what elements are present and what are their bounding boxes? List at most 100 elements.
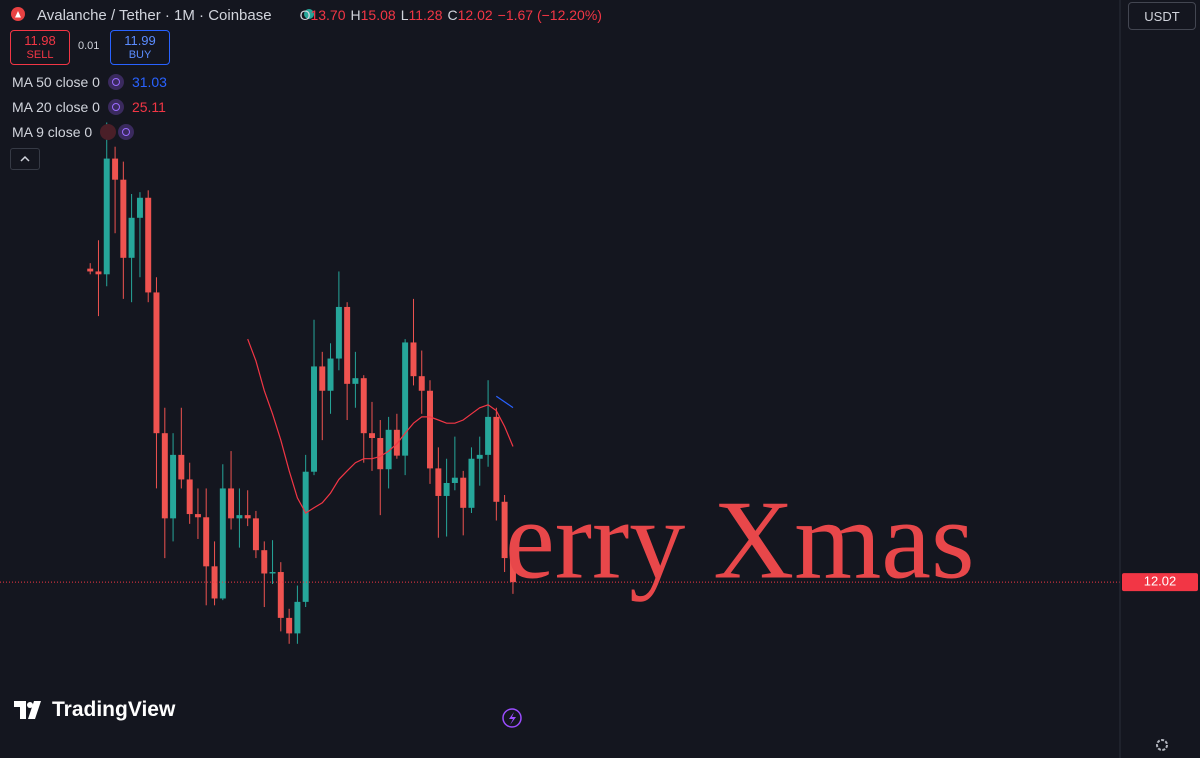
candle-body bbox=[87, 268, 94, 272]
buy-label: BUY bbox=[128, 48, 152, 61]
symbol: Avalanche / Tether · 1M · Coinbase bbox=[37, 6, 272, 24]
candle-body bbox=[418, 376, 425, 391]
candle-body bbox=[476, 454, 483, 459]
candle-body bbox=[468, 458, 475, 508]
candle-body bbox=[244, 515, 251, 519]
candle-body bbox=[145, 197, 152, 293]
event-icon-bolt bbox=[509, 712, 516, 725]
candle-body bbox=[269, 572, 276, 574]
candle-body bbox=[228, 488, 235, 519]
chevron bbox=[20, 155, 30, 162]
sell-button[interactable]: 11.98 SELL bbox=[10, 30, 70, 65]
legend-ma9[interactable]: MA 9 close 0 bbox=[12, 122, 135, 142]
candle-body bbox=[302, 471, 309, 602]
spread: 0.01 bbox=[78, 40, 100, 52]
candle-body bbox=[112, 158, 119, 180]
candle-body bbox=[294, 601, 301, 634]
candle-body bbox=[286, 617, 293, 634]
ma-line bbox=[495, 395, 514, 409]
candle-body bbox=[377, 438, 384, 470]
candle-body bbox=[319, 366, 326, 391]
candle-body bbox=[236, 515, 243, 519]
candle-body bbox=[327, 358, 334, 391]
candle-body bbox=[219, 488, 226, 599]
candle-body bbox=[410, 342, 417, 377]
settings-icon[interactable] bbox=[1156, 739, 1168, 751]
candle-body bbox=[509, 558, 516, 583]
legend-ma50[interactable]: MA 50 close 0 31.03 bbox=[12, 72, 167, 92]
currency: USDT bbox=[1144, 8, 1180, 24]
error-icon bbox=[100, 124, 117, 140]
candle-body bbox=[460, 477, 467, 508]
buy-price: 11.99 bbox=[124, 32, 156, 48]
collapse-icon bbox=[20, 155, 30, 162]
legend-ma20[interactable]: MA 20 close 0 25.11 bbox=[12, 97, 166, 117]
candle-body bbox=[451, 477, 458, 483]
candle-body bbox=[427, 390, 433, 469]
candle-body bbox=[501, 501, 508, 559]
c-label: C bbox=[447, 7, 458, 23]
candle-body bbox=[311, 366, 318, 472]
price-tag-label: 12.02 bbox=[1144, 574, 1177, 589]
candle-body bbox=[252, 518, 259, 551]
plot-area bbox=[0, 122, 1120, 644]
price-scale-panel bbox=[1120, 0, 1200, 758]
low-value: 11.28 bbox=[408, 7, 443, 23]
candle-body bbox=[344, 306, 351, 384]
o-label: O bbox=[299, 7, 311, 23]
candle-body bbox=[170, 454, 177, 519]
candle-body bbox=[402, 342, 409, 456]
candle-body bbox=[153, 292, 160, 434]
collapse-button[interactable] bbox=[10, 148, 40, 170]
sell-label: SELL bbox=[26, 48, 54, 61]
legend-value: 31.03 bbox=[131, 74, 167, 90]
candle-body bbox=[203, 517, 210, 567]
candle-body bbox=[261, 550, 268, 574]
open-value: 13.70 bbox=[310, 7, 346, 23]
candle-body bbox=[443, 482, 450, 496]
symbol-icon-glyph bbox=[15, 11, 21, 18]
loading-icon bbox=[107, 74, 124, 90]
loading-icon bbox=[118, 124, 135, 140]
loading-icon bbox=[107, 99, 124, 115]
high-value: 15.08 bbox=[360, 7, 396, 23]
legend-label: MA 20 close 0 bbox=[12, 99, 100, 115]
candle-body bbox=[120, 179, 127, 258]
price-tag: 12.02 bbox=[1122, 573, 1198, 592]
price-tag-box bbox=[1122, 573, 1198, 592]
ma-line bbox=[247, 338, 514, 514]
candle-body bbox=[194, 514, 201, 518]
event-icon[interactable] bbox=[502, 708, 522, 728]
candle-body bbox=[352, 378, 359, 384]
currency-button[interactable]: USDT bbox=[1128, 2, 1196, 30]
annotation: erry Xmas bbox=[505, 479, 975, 603]
candle-body bbox=[95, 271, 102, 275]
l-label: L bbox=[400, 7, 409, 23]
candle-body bbox=[136, 197, 143, 218]
h-label: H bbox=[350, 7, 361, 23]
logo-mark bbox=[14, 701, 41, 719]
buy-button[interactable]: 11.99 BUY bbox=[110, 30, 170, 65]
candle-body bbox=[385, 429, 392, 470]
candle-body bbox=[186, 479, 193, 515]
candle-body bbox=[493, 416, 500, 502]
legend-label: MA 50 close 0 bbox=[12, 74, 100, 90]
candle-body bbox=[435, 468, 442, 496]
logo: TradingView bbox=[14, 697, 175, 723]
legend-value: 25.11 bbox=[131, 99, 166, 115]
logo-dot bbox=[27, 702, 33, 708]
change: −1.67 (−12.20%) bbox=[497, 7, 602, 23]
candle-body bbox=[178, 454, 185, 480]
close-value: 12.02 bbox=[457, 7, 493, 23]
candle-body bbox=[335, 306, 342, 359]
candle-body bbox=[161, 433, 168, 519]
candle-body bbox=[360, 378, 367, 434]
candle-body bbox=[485, 416, 492, 455]
candle-body bbox=[277, 572, 284, 618]
header: Avalanche / Tether · 1M · Coinbase O13.7… bbox=[10, 4, 602, 26]
market-status bbox=[304, 9, 314, 19]
logo-glyph bbox=[14, 701, 41, 719]
